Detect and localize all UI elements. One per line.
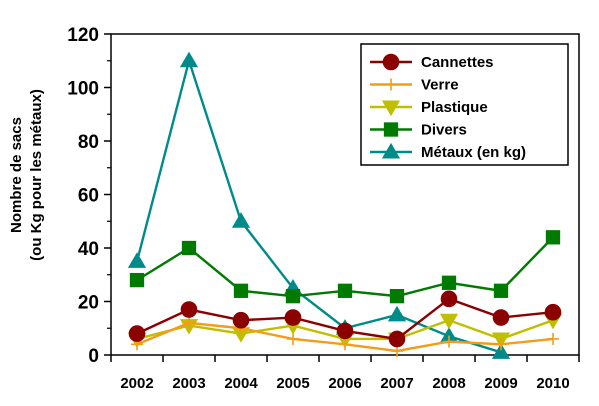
data-point [545, 230, 561, 245]
data-point [383, 122, 399, 137]
legend: Cannettes Verre Plastique Divers Métaux (en … [360, 43, 569, 166]
data-point [547, 332, 559, 345]
y-tick-label: 80 [78, 132, 99, 153]
x-tick-label: 2007 [380, 375, 413, 392]
data-point [495, 338, 507, 351]
data-point [439, 313, 459, 330]
x-tick-label: 2003 [172, 375, 205, 392]
data-point [287, 332, 299, 345]
y-tick-label: 60 [78, 186, 99, 207]
x-tick-label: 2006 [328, 375, 361, 392]
data-point [385, 78, 397, 91]
data-point [285, 289, 301, 304]
x-tick-label: 2005 [276, 375, 309, 392]
data-point [180, 301, 198, 318]
data-point [441, 275, 457, 290]
data-point [388, 330, 406, 348]
data-point [491, 343, 511, 359]
data-point [129, 272, 145, 288]
series-1 [131, 316, 559, 357]
data-point [544, 303, 562, 321]
data-point [183, 316, 195, 329]
data-point [233, 283, 249, 298]
y-axis-label-line1: Nombre de sacs [8, 117, 25, 233]
x-tick-label: 2010 [536, 375, 569, 392]
legend-label: Cannettes [421, 54, 494, 71]
data-point [339, 338, 351, 351]
data-point [440, 290, 458, 308]
x-tick-label: 2002 [120, 375, 153, 392]
y-axis-label-line2: (ou Kg pour les métaux) [28, 89, 45, 261]
axes: 0 20 40 60 80 100 120 2002 2003 2004 2005 2006 2007 2… [67, 25, 580, 392]
y-tick-label: 120 [67, 25, 99, 46]
legend-label: Verre [421, 77, 459, 94]
data-point [127, 252, 147, 268]
legend-label: Plastique [421, 99, 488, 116]
series-0 [128, 290, 562, 348]
legend-label: Métaux (en kg) [421, 144, 526, 161]
series-layer [127, 51, 563, 359]
y-tick-label: 0 [88, 346, 99, 367]
data-point [389, 289, 405, 304]
data-point [284, 309, 302, 326]
series-3 [129, 230, 561, 304]
x-tick-label: 2008 [432, 375, 465, 392]
y-tick-label: 100 [67, 79, 99, 100]
data-point [382, 53, 400, 71]
data-point [493, 283, 509, 298]
x-tick-label: 2004 [224, 375, 258, 392]
legend-label: Divers [421, 122, 467, 139]
series-line [135, 56, 502, 354]
y-tick-label: 40 [78, 239, 99, 260]
data-point [232, 311, 250, 329]
data-point [381, 100, 401, 117]
y-tick-label: 20 [78, 293, 99, 314]
data-point [381, 142, 401, 159]
data-point [443, 335, 455, 348]
data-point [439, 327, 459, 343]
x-tick-label: 2009 [484, 375, 517, 392]
data-point [179, 51, 199, 68]
y-axis-label: Nombre de sacs (ou Kg pour les métaux) [8, 89, 45, 261]
data-point [128, 325, 146, 342]
data-point [231, 212, 251, 228]
data-point [387, 305, 407, 322]
data-point [337, 283, 353, 298]
data-point [181, 240, 197, 256]
data-point [492, 309, 510, 326]
data-point [231, 327, 251, 343]
data-point [336, 322, 354, 340]
